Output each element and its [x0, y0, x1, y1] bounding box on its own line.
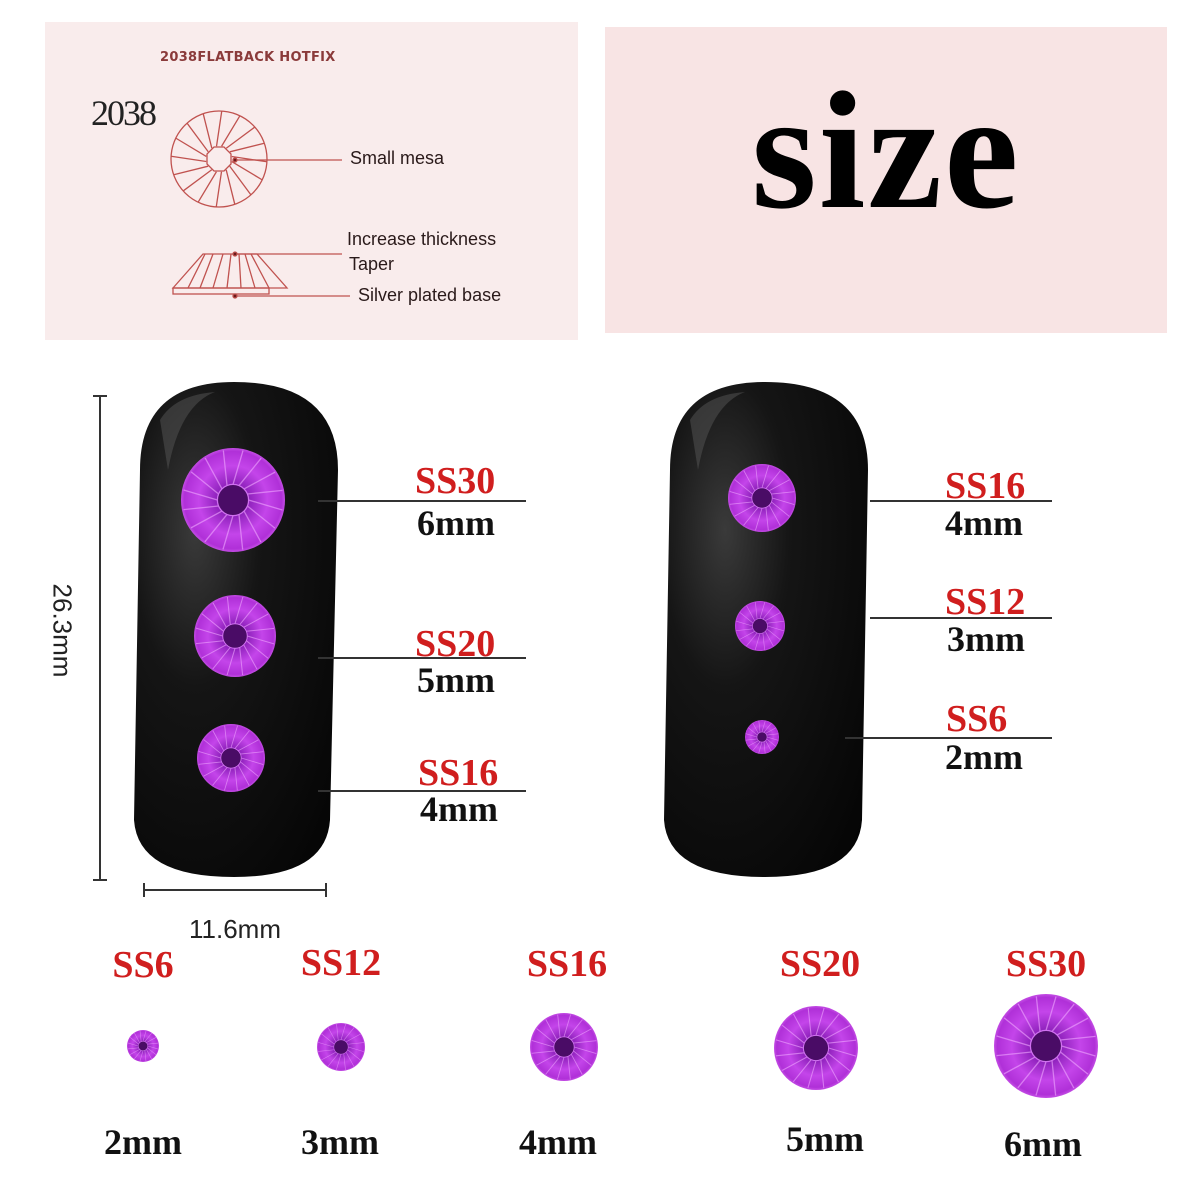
right-size-2: 2mm: [945, 737, 1023, 777]
width-label: 11.6mm: [189, 914, 281, 944]
bottom-size-4: 6mm: [1004, 1124, 1082, 1164]
bottom-size-1: 3mm: [301, 1122, 379, 1162]
rhinestone-gem: [194, 595, 276, 677]
rhinestone-gem: [774, 1006, 858, 1090]
rhinestone-gem: [317, 1023, 365, 1071]
leader-line: [845, 737, 1052, 739]
bottom-code-3: SS20: [779, 943, 861, 985]
nail-highlight: [690, 392, 745, 470]
rhinestone-gem: [735, 601, 785, 651]
label-silver-base: Silver plated base: [358, 285, 502, 305]
leader-line: [870, 500, 1052, 502]
right-size-0: 4mm: [945, 503, 1023, 543]
right-size-1: 3mm: [947, 619, 1025, 659]
diagram-heading: 2038FLATBACK HOTFIX: [160, 50, 336, 65]
right-code-0: SS16: [945, 465, 1026, 507]
bottom-size-0: 2mm: [104, 1122, 182, 1162]
left-size-2: 4mm: [420, 789, 498, 829]
rhinestone-gem: [181, 448, 285, 552]
rhinestone-gem: [994, 994, 1098, 1098]
bottom-code-0: SS6: [112, 944, 174, 986]
leader-line: [318, 500, 526, 502]
left-size-1: 5mm: [417, 660, 495, 700]
title-panel: size: [605, 27, 1167, 333]
rhinestone-gem: [745, 720, 779, 754]
leader-line: [318, 790, 526, 792]
rhinestone-gem: [728, 464, 796, 532]
right-code-1: SS12: [945, 581, 1026, 623]
nail-highlight: [160, 392, 215, 470]
rhinestone-diagram: [170, 110, 350, 299]
left-code-2: SS16: [418, 752, 499, 794]
bottom-code-1: SS12: [300, 942, 382, 984]
model-number: 2038: [91, 93, 157, 133]
diagram-panel: 2038FLATBACK HOTFIX 2038 Small mesa Incr…: [45, 22, 578, 340]
height-tick-bottom: [93, 879, 107, 881]
left-code-1: SS20: [415, 623, 496, 665]
rhinestone-gem: [197, 724, 265, 792]
label-small-mesa: Small mesa: [350, 148, 445, 168]
leader-line: [318, 657, 526, 659]
bottom-code-4: SS30: [1005, 943, 1087, 985]
bottom-code-2: SS16: [526, 943, 608, 985]
bottom-size-3: 5mm: [786, 1119, 864, 1159]
width-dimension-line: [143, 889, 326, 891]
right-code-2: SS6: [946, 698, 1008, 740]
leader-line: [870, 617, 1052, 619]
width-tick-right: [325, 883, 327, 897]
label-taper: Taper: [349, 254, 395, 274]
size-title: size: [751, 58, 1021, 244]
left-size-0: 6mm: [417, 503, 495, 543]
width-tick-left: [143, 883, 145, 897]
bottom-size-2: 4mm: [519, 1122, 597, 1162]
height-dimension-line: [99, 395, 101, 880]
height-tick-top: [93, 395, 107, 397]
rhinestone-gem: [530, 1013, 598, 1081]
rhinestone-gem: [127, 1030, 159, 1062]
left-code-0: SS30: [415, 460, 496, 502]
label-increase-thickness: Increase thickness: [347, 229, 497, 249]
